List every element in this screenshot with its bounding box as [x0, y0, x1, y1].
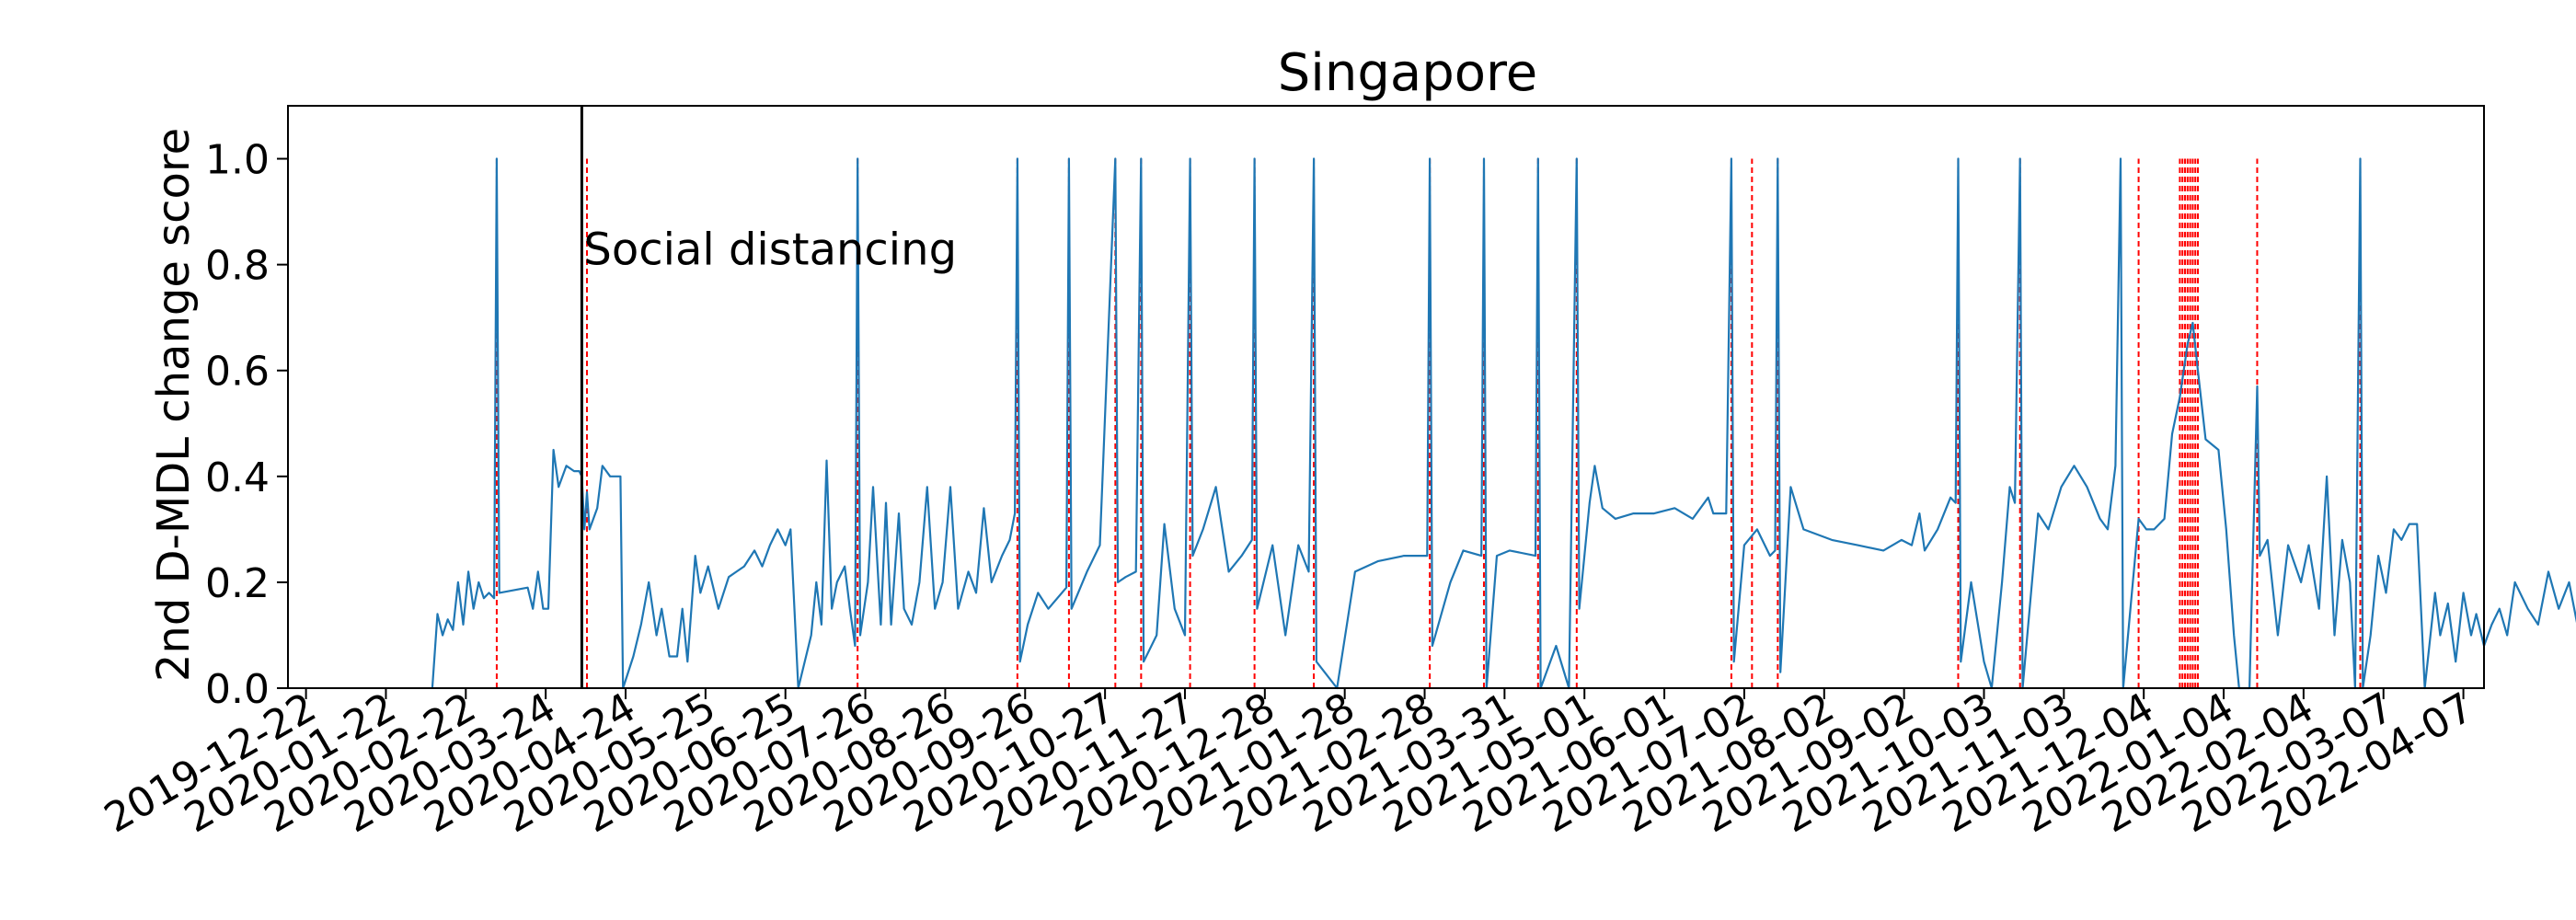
- y-tick-label: 0.0: [205, 666, 270, 713]
- plot-area: Social distancing: [431, 106, 2576, 690]
- y-axis-label: 2nd D-MDL change score: [148, 128, 200, 682]
- y-tick-label: 1.0: [205, 137, 270, 184]
- plot-frame: [287, 105, 2485, 689]
- chart-title: Singapore: [1278, 43, 1538, 103]
- event-label: Social distancing: [583, 224, 957, 276]
- axis-ticks: 0.00.20.40.60.81.02019-12-222020-01-2220…: [97, 137, 2481, 843]
- y-tick-label: 0.4: [205, 454, 270, 501]
- y-tick-label: 0.6: [205, 349, 270, 396]
- y-tick-label: 0.2: [205, 560, 270, 607]
- y-tick-label: 0.8: [205, 243, 270, 290]
